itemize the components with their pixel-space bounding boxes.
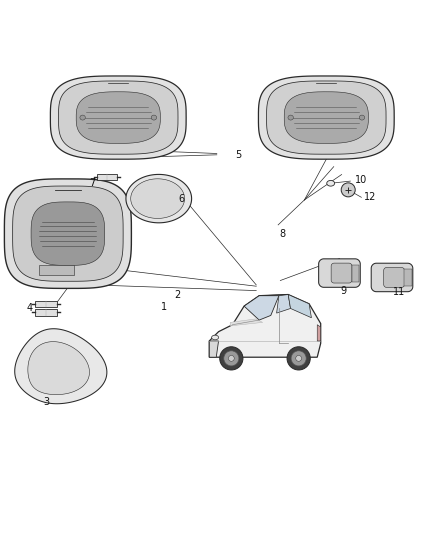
Polygon shape	[319, 259, 360, 287]
Polygon shape	[258, 76, 394, 159]
Polygon shape	[15, 329, 107, 403]
Polygon shape	[284, 92, 368, 143]
Ellipse shape	[287, 347, 310, 370]
Ellipse shape	[212, 335, 219, 340]
Polygon shape	[277, 295, 290, 313]
Polygon shape	[35, 310, 57, 316]
Ellipse shape	[220, 347, 243, 370]
Text: 1: 1	[161, 302, 167, 312]
Ellipse shape	[288, 115, 293, 120]
Text: 12: 12	[364, 192, 376, 203]
Polygon shape	[28, 342, 89, 394]
Polygon shape	[50, 76, 186, 159]
Polygon shape	[39, 265, 74, 274]
Text: 10: 10	[355, 175, 367, 185]
Polygon shape	[209, 295, 321, 357]
Ellipse shape	[291, 351, 306, 366]
Polygon shape	[352, 264, 360, 281]
Ellipse shape	[327, 181, 335, 186]
Ellipse shape	[296, 356, 301, 361]
Ellipse shape	[229, 356, 234, 361]
Text: 9: 9	[341, 286, 347, 296]
Text: 8: 8	[279, 229, 286, 239]
Text: 4: 4	[27, 303, 33, 313]
Polygon shape	[13, 186, 123, 281]
Polygon shape	[59, 81, 178, 154]
Polygon shape	[244, 296, 279, 320]
Ellipse shape	[341, 183, 355, 197]
Ellipse shape	[224, 351, 239, 366]
Polygon shape	[317, 325, 321, 341]
Polygon shape	[97, 174, 117, 180]
Polygon shape	[76, 92, 160, 143]
Polygon shape	[331, 263, 352, 283]
Text: 5: 5	[236, 150, 242, 160]
Ellipse shape	[80, 115, 85, 120]
Polygon shape	[35, 301, 57, 307]
Text: 2: 2	[174, 290, 180, 300]
Polygon shape	[405, 269, 412, 286]
Polygon shape	[230, 319, 263, 326]
Polygon shape	[31, 202, 105, 265]
Polygon shape	[288, 295, 311, 318]
Text: 6: 6	[179, 193, 185, 204]
Text: 3: 3	[43, 397, 49, 407]
Ellipse shape	[359, 115, 365, 120]
Polygon shape	[371, 263, 413, 292]
Polygon shape	[209, 341, 219, 357]
Text: 11: 11	[392, 287, 405, 297]
Ellipse shape	[151, 115, 157, 120]
Polygon shape	[131, 179, 184, 219]
Polygon shape	[384, 268, 405, 287]
Polygon shape	[267, 81, 386, 154]
Text: 7: 7	[89, 178, 95, 188]
Polygon shape	[126, 174, 192, 223]
Polygon shape	[4, 179, 131, 288]
